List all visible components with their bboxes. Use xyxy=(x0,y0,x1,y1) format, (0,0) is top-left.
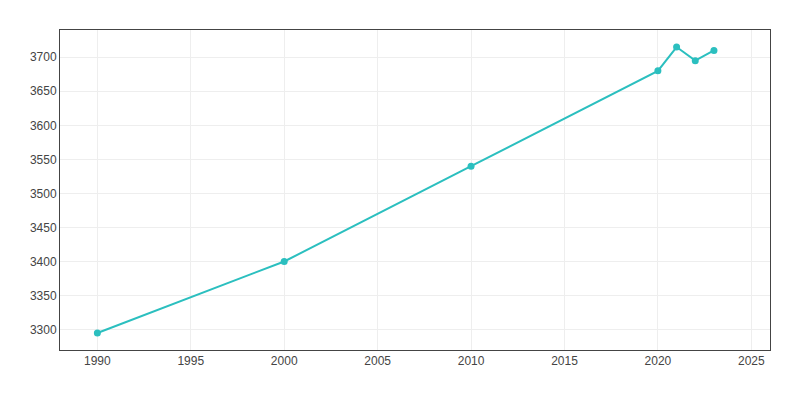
svg-text:1995: 1995 xyxy=(177,354,204,368)
svg-text:2015: 2015 xyxy=(551,354,578,368)
svg-text:2025: 2025 xyxy=(738,354,765,368)
svg-text:3600: 3600 xyxy=(30,119,57,133)
svg-text:3400: 3400 xyxy=(30,255,57,269)
svg-text:3700: 3700 xyxy=(30,50,57,64)
svg-text:2020: 2020 xyxy=(645,354,672,368)
svg-text:1990: 1990 xyxy=(84,354,111,368)
svg-text:3550: 3550 xyxy=(30,153,57,167)
svg-text:3350: 3350 xyxy=(30,289,57,303)
svg-text:3500: 3500 xyxy=(30,187,57,201)
svg-text:3300: 3300 xyxy=(30,323,57,337)
svg-text:2005: 2005 xyxy=(364,354,391,368)
svg-text:3450: 3450 xyxy=(30,221,57,235)
svg-text:2000: 2000 xyxy=(271,354,298,368)
svg-text:3650: 3650 xyxy=(30,84,57,98)
svg-text:2010: 2010 xyxy=(458,354,485,368)
